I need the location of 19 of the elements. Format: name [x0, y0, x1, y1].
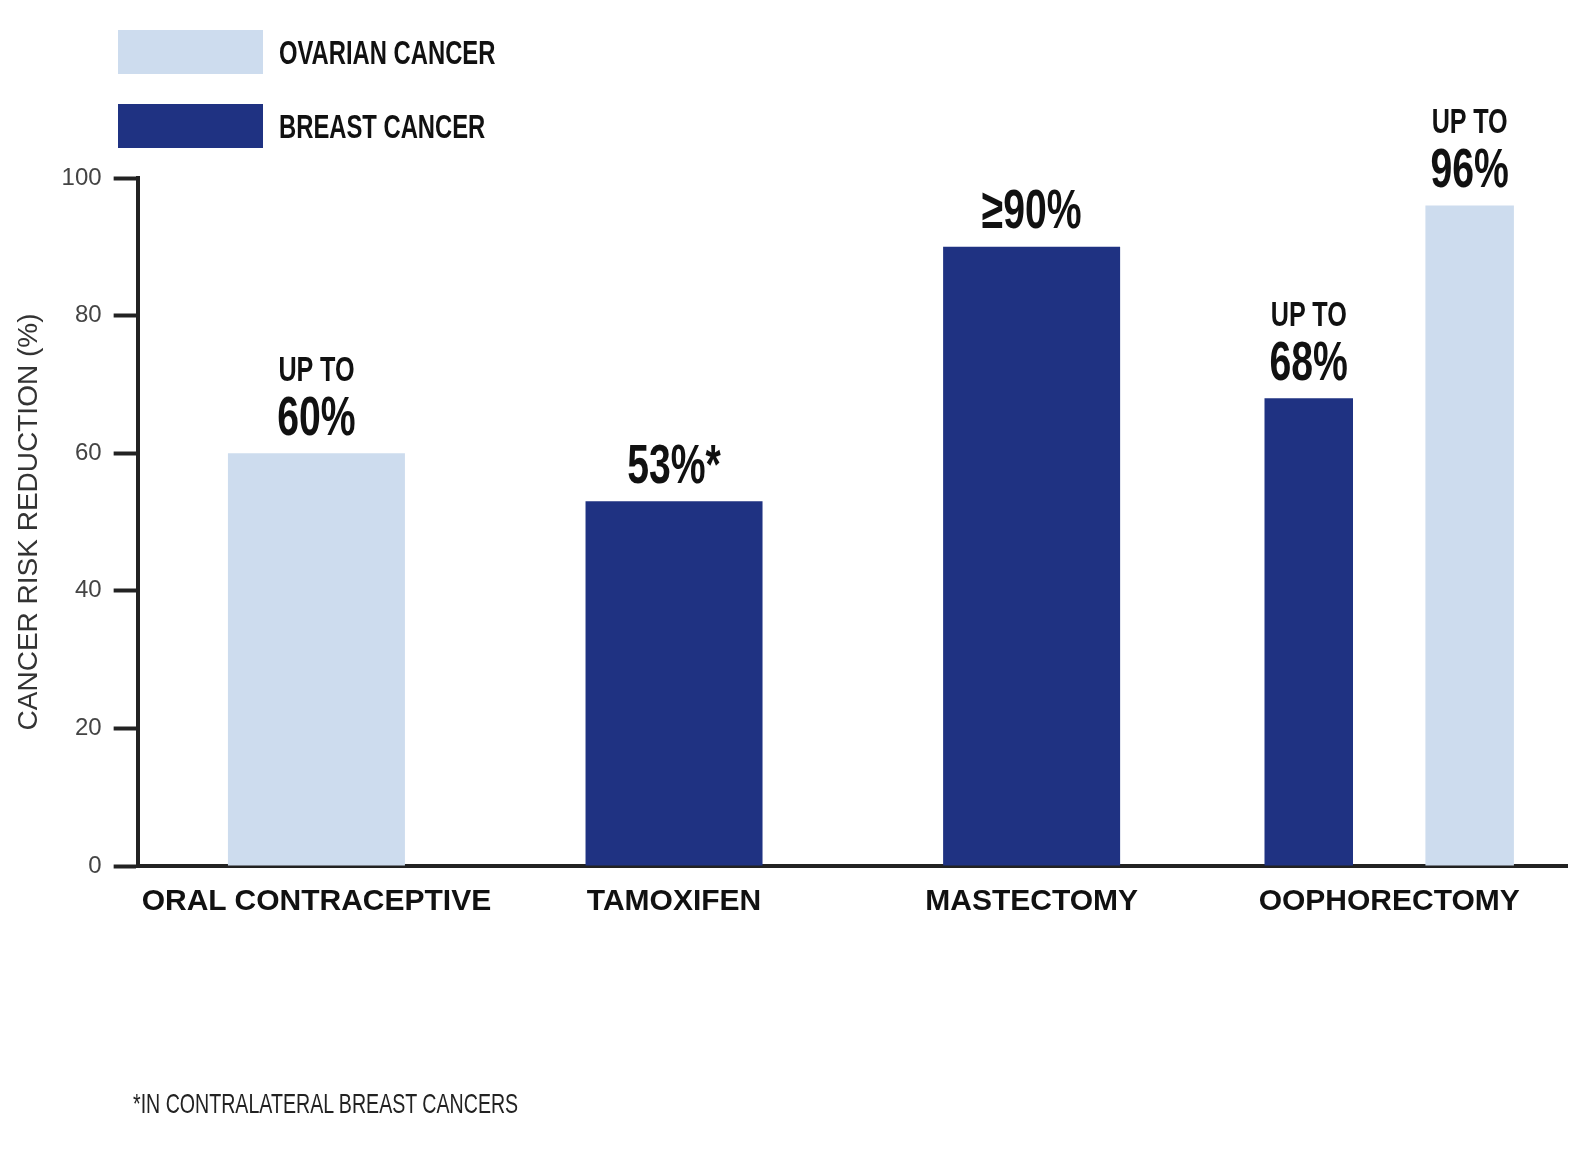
y-tick-label: 60: [74, 437, 102, 465]
x-tick-label: TAMOXIFEN: [586, 883, 762, 917]
y-tick-label: 40: [74, 575, 102, 603]
y-tick-label: 100: [61, 162, 102, 190]
data-label: ≥90%: [981, 177, 1082, 240]
y-axis-title: CANCER RISK REDUCTION (%): [11, 313, 43, 731]
x-tick-label: MASTECTOMY: [925, 883, 1139, 917]
x-tick-label: OOPHORECTOMY: [1258, 883, 1520, 917]
data-label: 53%*: [627, 431, 722, 495]
data-label: UP TO 68%: [1269, 293, 1348, 392]
data-label: UP TO 60%: [277, 348, 356, 447]
x-tick-label: ORAL CONTRACEPTIVE: [141, 883, 492, 917]
legend-label: OVARIAN CANCER: [279, 32, 496, 72]
text: *IN CONTRALATERAL BREAST CANCERS: [133, 1088, 520, 1120]
legend-label: BREAST CANCER: [279, 106, 486, 146]
y-tick-label: 0: [88, 850, 102, 878]
y-tick-label: 20: [74, 713, 102, 741]
y-tick-label: 80: [74, 300, 102, 328]
data-label: UP TO 96%: [1430, 101, 1509, 199]
